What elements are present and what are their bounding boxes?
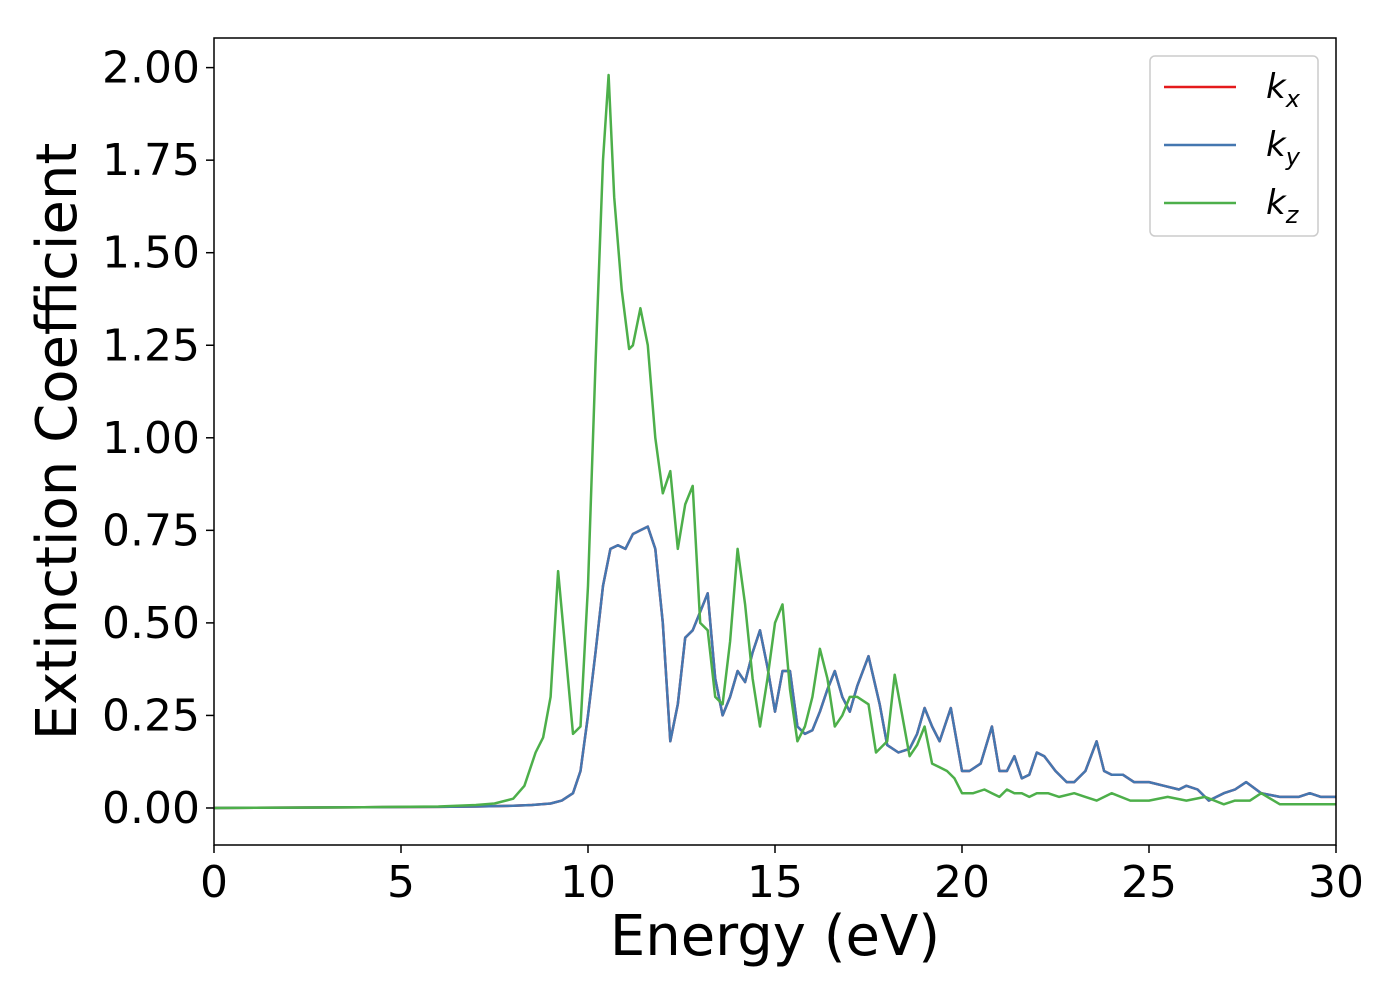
x-tick-label: 30 [1308,857,1364,908]
y-tick-label: 1.75 [102,135,200,186]
x-tick-label: 20 [934,857,990,908]
x-axis: 0 5 10 15 20 25 30 [200,845,1364,908]
y-tick-label: 1.25 [102,320,200,371]
y-tick-label: 2.00 [102,43,200,94]
y-tick-label: 0.25 [102,690,200,741]
legend-label-kz: kz [1266,183,1300,229]
legend-label-kx: kx [1266,67,1301,113]
legend: kx ky kz [1149,55,1319,237]
x-tick-label: 5 [387,857,415,908]
series-line-kx [214,525,1336,810]
y-tick-label: 1.00 [102,413,200,464]
x-axis-label: Energy (eV) [610,904,940,969]
x-tick-label: 10 [560,857,616,908]
x-tick-label: 0 [200,857,228,908]
series-line-kz [214,73,1336,810]
y-tick-label: 1.50 [102,228,200,279]
y-axis: 0.00 0.25 0.50 0.75 1.00 1.25 1.50 1.75 2.00 [102,43,214,834]
legend-label-ky: ky [1266,125,1301,171]
series-layer [214,73,1336,810]
y-axis-label: Extinction Coefficient [25,143,90,741]
y-tick-label: 0.00 [102,783,200,834]
y-tick-label: 0.50 [102,598,200,649]
x-tick-label: 15 [747,857,803,908]
x-tick-label: 25 [1121,857,1177,908]
series-line-ky [214,525,1336,810]
y-tick-label: 0.75 [102,505,200,556]
